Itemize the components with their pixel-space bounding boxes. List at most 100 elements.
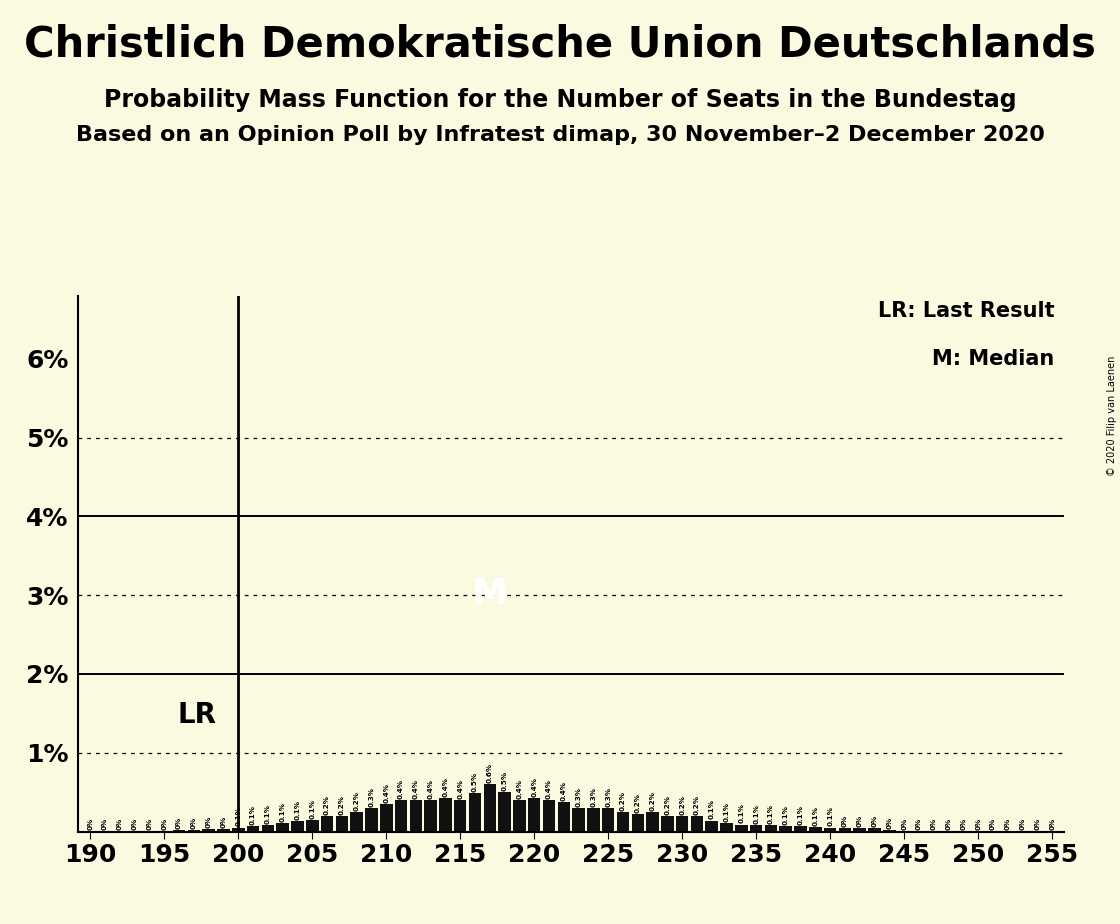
Text: 0%: 0% — [132, 818, 138, 830]
Text: 0.1%: 0.1% — [828, 807, 833, 826]
Text: 0%: 0% — [161, 818, 167, 830]
Bar — [262, 825, 274, 832]
Bar — [232, 828, 244, 832]
Bar — [868, 829, 880, 832]
Text: 0.4%: 0.4% — [457, 779, 464, 799]
Text: 0.4%: 0.4% — [398, 779, 404, 799]
Bar — [217, 829, 230, 832]
Text: 0.2%: 0.2% — [664, 795, 671, 815]
Bar — [336, 816, 348, 832]
Text: 0%: 0% — [147, 818, 152, 830]
Text: 0.1%: 0.1% — [753, 804, 759, 824]
Text: Probability Mass Function for the Number of Seats in the Bundestag: Probability Mass Function for the Number… — [104, 88, 1016, 112]
Text: 0.1%: 0.1% — [709, 799, 715, 820]
Text: 0.1%: 0.1% — [264, 804, 271, 824]
Bar — [277, 823, 289, 832]
Text: 0%: 0% — [990, 818, 996, 831]
Text: 0%: 0% — [116, 818, 123, 831]
Text: 0.2%: 0.2% — [354, 791, 360, 810]
Text: 0.2%: 0.2% — [324, 795, 330, 815]
Text: 0.4%: 0.4% — [442, 776, 448, 796]
Text: 0%: 0% — [206, 816, 212, 828]
Text: 0%: 0% — [871, 815, 878, 827]
Bar — [691, 816, 703, 832]
Text: 0.1%: 0.1% — [738, 803, 745, 823]
Bar — [454, 800, 467, 832]
Bar — [528, 797, 541, 832]
Bar — [839, 829, 851, 832]
Bar — [661, 816, 674, 832]
Bar — [765, 825, 777, 832]
Text: 0.1%: 0.1% — [783, 805, 788, 825]
Bar — [365, 808, 377, 832]
Bar — [380, 804, 392, 832]
Bar — [824, 828, 837, 832]
Bar — [394, 800, 408, 832]
Bar — [632, 814, 644, 832]
Text: Christlich Demokratische Union Deutschlands: Christlich Demokratische Union Deutschla… — [24, 23, 1096, 65]
Text: 0%: 0% — [857, 815, 862, 827]
Text: 0%: 0% — [1005, 818, 1010, 831]
Text: 0.6%: 0.6% — [487, 763, 493, 784]
Text: 0.2%: 0.2% — [694, 795, 700, 815]
Bar — [809, 827, 822, 832]
Text: 0.2%: 0.2% — [635, 793, 641, 813]
Bar — [750, 825, 763, 832]
Text: 0.3%: 0.3% — [368, 786, 374, 807]
Text: M: M — [472, 577, 507, 611]
Bar — [320, 816, 334, 832]
Text: Based on an Opinion Poll by Infratest dimap, 30 November–2 December 2020: Based on an Opinion Poll by Infratest di… — [75, 125, 1045, 145]
Text: 0.1%: 0.1% — [295, 800, 300, 821]
Text: LR: Last Result: LR: Last Result — [877, 301, 1054, 321]
Text: 0%: 0% — [960, 818, 967, 831]
Bar — [853, 829, 866, 832]
Bar — [735, 824, 748, 832]
Text: 0.5%: 0.5% — [502, 771, 507, 791]
Bar — [706, 821, 718, 832]
Text: 0.1%: 0.1% — [724, 802, 729, 821]
Bar — [439, 797, 451, 832]
Text: 0.4%: 0.4% — [413, 779, 419, 799]
Text: 0.1%: 0.1% — [768, 804, 774, 824]
Text: 0.4%: 0.4% — [383, 783, 390, 803]
Text: 0%: 0% — [1049, 818, 1055, 831]
Text: 0.4%: 0.4% — [561, 782, 567, 801]
Bar — [675, 816, 689, 832]
Bar — [484, 784, 496, 832]
Bar — [720, 823, 732, 832]
Text: 0.3%: 0.3% — [605, 786, 612, 807]
Text: 0%: 0% — [945, 818, 952, 831]
Text: 0.4%: 0.4% — [547, 779, 552, 799]
Bar — [780, 826, 792, 832]
Text: 0%: 0% — [886, 817, 893, 829]
Text: 0.1%: 0.1% — [280, 802, 286, 821]
Bar — [646, 812, 659, 832]
Text: 0%: 0% — [842, 815, 848, 827]
Text: 0.2%: 0.2% — [339, 795, 345, 815]
Text: M: Median: M: Median — [932, 349, 1054, 370]
Text: 0%: 0% — [931, 818, 936, 830]
Bar — [601, 808, 615, 832]
Text: 0.2%: 0.2% — [620, 791, 626, 810]
Text: 0.4%: 0.4% — [516, 779, 522, 799]
Bar — [203, 829, 215, 832]
Text: 0%: 0% — [221, 816, 226, 828]
Bar — [558, 802, 570, 832]
Text: 0%: 0% — [916, 818, 922, 830]
Text: 0.3%: 0.3% — [576, 786, 581, 807]
Text: 0.4%: 0.4% — [531, 776, 538, 796]
Text: 0.1%: 0.1% — [235, 807, 241, 826]
Text: 0.2%: 0.2% — [650, 791, 655, 810]
Bar — [883, 830, 896, 832]
Bar — [351, 812, 363, 832]
Bar — [410, 800, 422, 832]
Text: 0.4%: 0.4% — [428, 779, 433, 799]
Text: 0.1%: 0.1% — [812, 806, 819, 826]
Text: 0.1%: 0.1% — [250, 805, 256, 825]
Bar — [572, 808, 585, 832]
Bar — [498, 792, 511, 832]
Text: 0.1%: 0.1% — [309, 798, 315, 819]
Text: LR: LR — [177, 701, 216, 729]
Text: 0%: 0% — [976, 818, 981, 831]
Bar — [246, 826, 260, 832]
